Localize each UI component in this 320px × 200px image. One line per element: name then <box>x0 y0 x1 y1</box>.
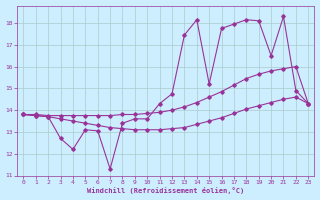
X-axis label: Windchill (Refroidissement éolien,°C): Windchill (Refroidissement éolien,°C) <box>87 187 244 194</box>
